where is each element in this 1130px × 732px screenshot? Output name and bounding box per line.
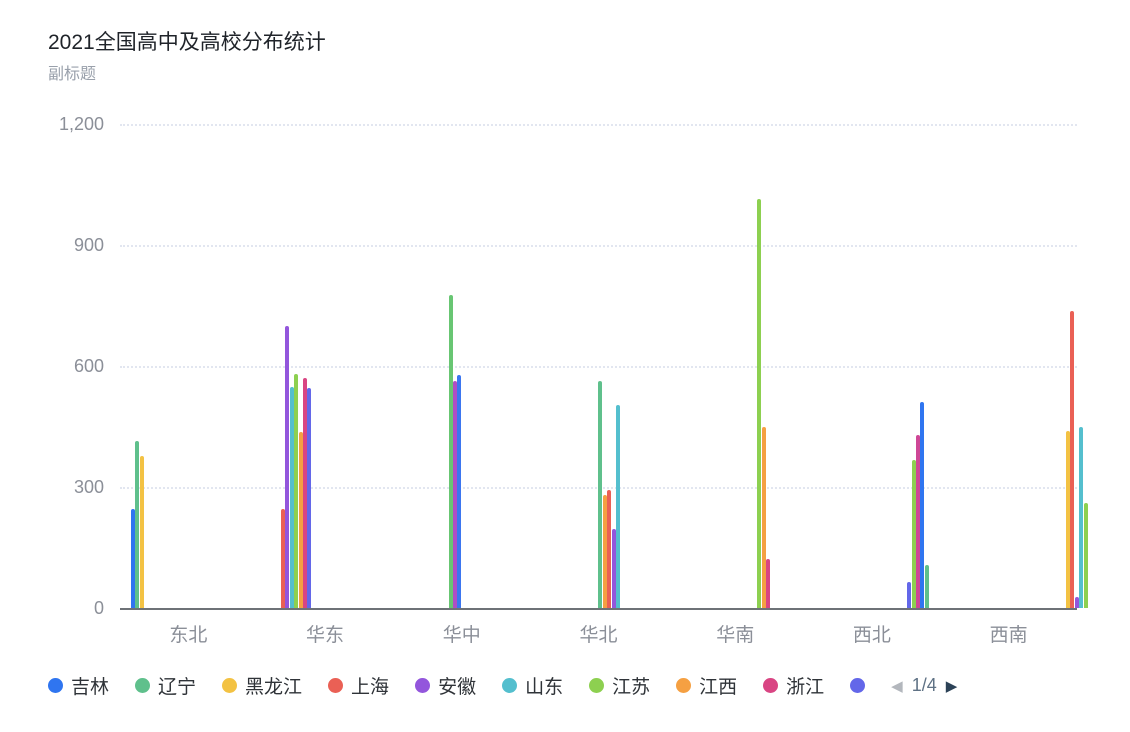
bar-西北-slot24 xyxy=(920,402,925,608)
bar-西北-slot23 xyxy=(916,435,920,608)
y-tick-label: 900 xyxy=(73,235,104,255)
bar-东北-黑龙江 xyxy=(139,455,144,608)
bar-西南-slot26 xyxy=(1065,430,1070,608)
legend-item-安徽[interactable]: 安徽 xyxy=(415,672,476,699)
bar-东北-辽宁 xyxy=(135,440,140,608)
chart-subtitle: 副标题 xyxy=(48,66,97,83)
legend: 吉林 辽宁 黑龙江 上海 安徽 山东 江苏 江西 浙江 ◀ 1/4 ▶ xyxy=(48,672,1088,699)
chart-title: 2021全国高中及高校分布统计 xyxy=(48,31,326,54)
gridline-900 xyxy=(120,245,1077,247)
legend-item-山东[interactable]: 山东 xyxy=(502,672,563,699)
legend-dot-icon xyxy=(763,678,779,693)
bar-西南-slot28 xyxy=(1074,596,1079,608)
legend-dot-icon xyxy=(135,678,151,693)
y-tick-label: 1,200 xyxy=(58,114,104,134)
legend-label: 江苏 xyxy=(612,677,651,698)
bar-华北-slot15 xyxy=(607,490,612,608)
legend-pager: ◀ 1/4 ▶ xyxy=(891,675,957,696)
legend-item-辽宁[interactable]: 辽宁 xyxy=(135,672,196,699)
legend-page-indicator: 1/4 xyxy=(911,675,937,695)
legend-item-江苏[interactable]: 江苏 xyxy=(589,672,650,699)
bar-华北-slot14 xyxy=(602,495,607,608)
gridline-600 xyxy=(120,366,1077,368)
bar-华东-山东 xyxy=(289,386,294,608)
legend-prev-icon[interactable]: ◀ xyxy=(891,677,903,695)
legend-dot-icon xyxy=(502,678,518,693)
x-category-label: 华中 xyxy=(442,625,481,646)
bar-西南-slot29 xyxy=(1079,426,1084,608)
bar-华北-slot17 xyxy=(616,405,621,608)
legend-item-浙江[interactable]: 浙江 xyxy=(763,672,824,699)
legend-label: 江西 xyxy=(699,677,738,698)
bar-华中-slot10 xyxy=(448,295,453,608)
legend-label: 安徽 xyxy=(438,677,477,698)
bar-华中-slot11 xyxy=(452,381,457,608)
legend-label: 上海 xyxy=(351,677,390,698)
bar-华东-浙江 xyxy=(302,378,307,608)
gridline-1200 xyxy=(120,124,1077,126)
bar-东北-吉林 xyxy=(131,509,135,608)
legend-dot-icon xyxy=(415,678,431,693)
y-tick-label: 600 xyxy=(73,356,104,376)
bar-华北-slot16 xyxy=(611,528,616,608)
legend-dot-icon xyxy=(48,678,63,693)
legend-item[interactable] xyxy=(850,678,866,693)
bar-华东-江西 xyxy=(298,432,303,608)
x-category-label: 华东 xyxy=(306,625,345,646)
bar-西南-slot27 xyxy=(1070,310,1075,608)
legend-label: 浙江 xyxy=(786,677,825,698)
legend-dot-icon xyxy=(850,678,866,693)
legend-label: 山东 xyxy=(525,677,564,698)
bar-华南-slot20 xyxy=(766,558,771,608)
bar-华南-slot18 xyxy=(757,198,762,608)
bar-华东-上海 xyxy=(280,509,285,608)
legend-item-上海[interactable]: 上海 xyxy=(328,672,389,699)
legend-label: 吉林 xyxy=(71,677,110,698)
legend-dot-icon xyxy=(589,678,605,693)
bar-西北-slot21 xyxy=(907,582,912,608)
plot-area xyxy=(120,124,1088,610)
legend-item-黑龙江[interactable]: 黑龙江 xyxy=(222,672,302,699)
y-tick-label: 300 xyxy=(73,477,104,497)
x-category-label: 东北 xyxy=(169,625,208,646)
legend-item-江西[interactable]: 江西 xyxy=(676,672,737,699)
x-category-label: 华南 xyxy=(716,625,755,646)
legend-item-吉林[interactable]: 吉林 xyxy=(48,672,109,699)
y-tick-label: 0 xyxy=(93,598,104,618)
bar-华东-slot9 xyxy=(307,388,312,608)
x-category-label: 西南 xyxy=(989,625,1028,646)
legend-dot-icon xyxy=(222,678,238,693)
legend-dot-icon xyxy=(676,678,692,693)
bar-华南-slot19 xyxy=(761,426,766,608)
bar-华东-江苏 xyxy=(294,374,299,608)
legend-next-icon[interactable]: ▶ xyxy=(945,677,958,695)
x-category-label: 西北 xyxy=(852,625,891,646)
x-category-label: 华北 xyxy=(579,625,618,646)
bar-华东-安徽 xyxy=(285,325,290,608)
bar-西北-slot22 xyxy=(911,459,916,608)
bar-华北-slot13 xyxy=(598,381,603,608)
bar-西北-slot25 xyxy=(924,565,929,608)
legend-label: 辽宁 xyxy=(158,677,197,698)
bar-华中-slot12 xyxy=(457,374,462,608)
legend-dot-icon xyxy=(328,678,344,693)
bar-西南-slot30 xyxy=(1083,503,1088,608)
legend-label: 黑龙江 xyxy=(245,677,303,698)
